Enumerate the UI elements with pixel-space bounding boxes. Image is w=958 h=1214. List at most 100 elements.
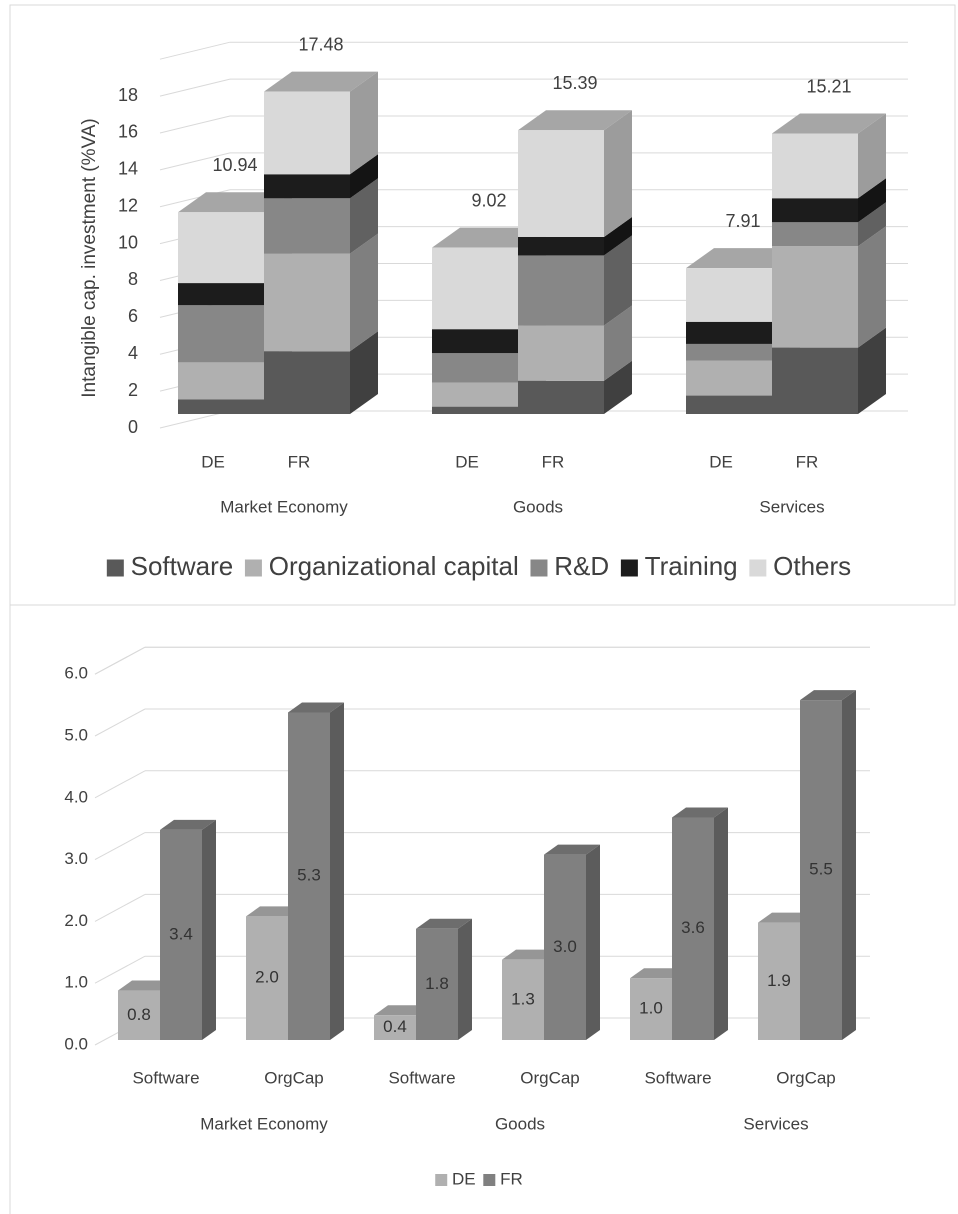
group-label: Goods	[513, 497, 563, 516]
bar-top	[672, 807, 728, 818]
bar-side	[350, 233, 378, 352]
x-tick-label: FR	[542, 452, 565, 471]
data-label: 3.6	[681, 918, 705, 937]
bar	[160, 829, 202, 1040]
bar-side	[586, 844, 600, 1040]
bar	[288, 712, 330, 1040]
bar	[264, 198, 350, 254]
bar	[178, 283, 264, 306]
bar	[416, 928, 458, 1040]
legend-label: Organizational capital	[269, 551, 519, 581]
total-label: 9.02	[471, 190, 506, 210]
bar-side	[604, 110, 632, 237]
x-tick-label: FR	[796, 452, 819, 471]
bar-side	[858, 113, 886, 199]
data-label: 1.9	[767, 971, 791, 990]
data-label: 2.0	[255, 968, 279, 987]
bar	[178, 362, 264, 400]
bar	[432, 329, 518, 354]
y-tick-label: 18	[118, 85, 138, 105]
bar-top	[416, 918, 472, 929]
y-tick-label: 16	[118, 122, 138, 142]
y-tick-label: 12	[118, 195, 138, 215]
bar	[758, 922, 800, 1040]
grid-line	[94, 646, 146, 675]
bar	[518, 255, 604, 326]
data-label: 5.3	[297, 866, 321, 885]
legend-swatch	[530, 559, 548, 577]
bar	[800, 700, 842, 1040]
data-label: 1.3	[511, 989, 535, 1008]
legend-label: Others	[773, 551, 851, 581]
bar-top	[160, 819, 216, 830]
data-label: 3.4	[169, 924, 193, 943]
y-axis-label: Intangible cap. investment (%VA)	[79, 118, 100, 398]
bar	[518, 130, 604, 237]
grid-line	[159, 78, 231, 97]
bar	[432, 353, 518, 383]
x-tick-label: Software	[388, 1068, 455, 1087]
bar-side	[350, 71, 378, 175]
bar-side	[350, 178, 378, 254]
bar	[178, 212, 264, 284]
bar	[178, 399, 264, 414]
legend-swatch	[749, 559, 767, 577]
bar-side	[604, 360, 632, 414]
bar-side	[714, 807, 728, 1040]
data-label: 3.0	[553, 937, 577, 956]
grid-line	[94, 893, 146, 922]
bar-side	[604, 216, 632, 256]
bar	[630, 978, 672, 1040]
grid-line	[94, 955, 146, 984]
legend-swatch	[435, 1174, 448, 1186]
bar-side	[842, 690, 856, 1040]
bar	[686, 321, 772, 344]
bar-side	[858, 178, 886, 223]
grid-line	[94, 770, 146, 799]
x-tick-label: FR	[288, 452, 311, 471]
bar-top	[518, 110, 632, 131]
group-label: Services	[759, 497, 824, 516]
x-tick-label: DE	[201, 452, 225, 471]
y-tick-label: 10	[118, 232, 138, 252]
bar	[772, 246, 858, 348]
bar	[502, 959, 544, 1040]
total-label: 7.91	[725, 211, 760, 231]
legend-label: Training	[645, 551, 738, 581]
group-label: Goods	[495, 1114, 545, 1133]
bar-side	[858, 327, 886, 414]
legend-label: R&D	[554, 551, 609, 581]
x-tick-label: OrgCap	[264, 1068, 324, 1087]
bar-side	[350, 331, 378, 414]
bar	[118, 990, 160, 1040]
bar-side	[858, 226, 886, 348]
grid-line	[159, 115, 231, 134]
bar-top	[264, 71, 378, 92]
bar-top	[686, 248, 800, 269]
bar	[518, 325, 604, 381]
bar	[772, 222, 858, 247]
group-label: Market Economy	[200, 1114, 328, 1133]
x-tick-label: Software	[132, 1068, 199, 1087]
data-label: 5.5	[809, 860, 833, 879]
grid-line	[159, 152, 231, 171]
y-tick-label: 0	[128, 417, 138, 437]
bar	[178, 305, 264, 363]
bar	[686, 360, 772, 396]
bar-side	[202, 819, 216, 1040]
bar-top	[288, 702, 344, 713]
legend-swatch	[244, 559, 262, 577]
bar	[264, 174, 350, 199]
legend-swatch	[620, 559, 638, 577]
bar	[264, 91, 350, 175]
data-label: 0.8	[127, 1005, 151, 1024]
bar-top	[544, 844, 600, 855]
total-label: 17.48	[298, 34, 343, 54]
x-tick-label: Software	[644, 1068, 711, 1087]
bar	[672, 817, 714, 1040]
y-tick-label: 0.0	[64, 1034, 88, 1053]
bar	[264, 351, 350, 414]
total-label: 10.94	[212, 155, 257, 175]
total-label: 15.39	[552, 73, 597, 93]
bar	[374, 1015, 416, 1040]
